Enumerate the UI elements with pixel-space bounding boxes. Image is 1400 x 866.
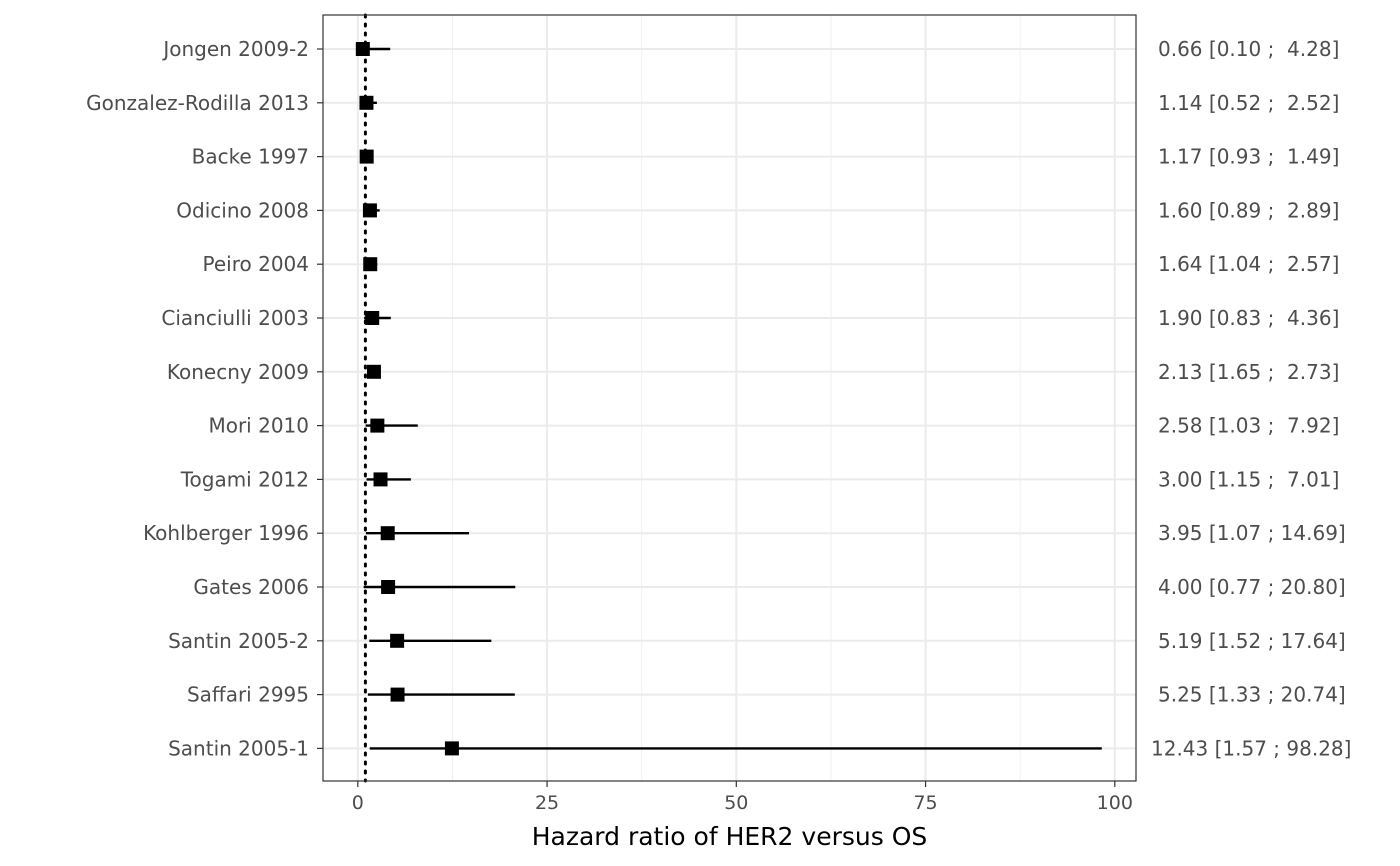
hr-point bbox=[355, 42, 370, 56]
plot-panel-border bbox=[322, 14, 1137, 782]
ci-text-label: 4.00 [0.77 ; 20.80] bbox=[1158, 575, 1346, 599]
ci-text-label: 1.60 [0.89 ; 2.89] bbox=[1158, 198, 1339, 222]
x-tick-label: 100 bbox=[1097, 792, 1133, 814]
study-labels: Jongen 2009-2 Gonzalez-Rodilla 2013 Backe … bbox=[86, 37, 309, 760]
ci-text-label: 3.95 [1.07 ; 14.69] bbox=[1158, 521, 1346, 545]
hazard-ratio-points bbox=[355, 42, 459, 756]
x-tick-label: 0 bbox=[352, 792, 364, 814]
ci-text-label: 0.66 [0.10 ; 4.28] bbox=[1158, 37, 1339, 61]
x-axis-ticks: 0 25 50 75 100 bbox=[352, 781, 1133, 814]
hr-point bbox=[381, 580, 396, 594]
ci-text-label: 1.90 [0.83 ; 4.36] bbox=[1158, 306, 1339, 330]
ci-text-label: 1.17 [0.93 ; 1.49] bbox=[1158, 145, 1339, 169]
study-label: Konecny 2009 bbox=[167, 360, 309, 384]
ci-text-labels: 0.66 [0.10 ; 4.28] 1.14 [0.52 ; 2.52] 1.17… bbox=[1151, 37, 1351, 760]
study-label: Santin 2005-2 bbox=[168, 629, 309, 653]
hr-point bbox=[362, 203, 377, 218]
study-label: Santin 2005-1 bbox=[168, 736, 309, 760]
hr-point bbox=[390, 687, 405, 702]
hr-point bbox=[370, 418, 385, 433]
study-label: Kohlberger 1996 bbox=[143, 521, 309, 545]
hr-point bbox=[365, 311, 380, 325]
ci-text-label: 3.00 [1.15 ; 7.01] bbox=[1158, 467, 1339, 491]
plot-panel-background bbox=[323, 15, 1136, 781]
ci-text-label: 1.14 [0.52 ; 2.52] bbox=[1158, 91, 1339, 115]
study-label: Mori 2010 bbox=[208, 414, 309, 438]
study-label: Gonzalez-Rodilla 2013 bbox=[86, 91, 309, 115]
hr-point bbox=[380, 526, 395, 541]
x-tick-label: 75 bbox=[913, 792, 937, 814]
study-label: Jongen 2009-2 bbox=[161, 37, 309, 61]
ci-text-label: 12.43 [1.57 ; 98.28] bbox=[1151, 736, 1351, 760]
study-label: Saffari 2995 bbox=[187, 683, 309, 707]
hr-point bbox=[390, 633, 405, 648]
study-label: Gates 2006 bbox=[193, 575, 309, 599]
ci-text-label: 2.13 [1.65 ; 2.73] bbox=[1158, 360, 1339, 384]
x-tick-label: 25 bbox=[535, 792, 559, 814]
hr-point bbox=[359, 95, 374, 110]
ci-text-label: 5.19 [1.52 ; 17.64] bbox=[1158, 629, 1346, 653]
ci-text-label: 5.25 [1.33 ; 20.74] bbox=[1158, 683, 1346, 707]
hr-point bbox=[444, 741, 459, 756]
ci-text-label: 1.64 [1.04 ; 2.57] bbox=[1158, 252, 1339, 276]
study-label: Togami 2012 bbox=[180, 467, 309, 491]
x-axis-title: Hazard ratio of HER2 versus OS bbox=[532, 822, 928, 851]
y-axis-ticks bbox=[317, 48, 323, 750]
x-tick-label: 50 bbox=[724, 792, 748, 814]
study-label: Cianciulli 2003 bbox=[161, 306, 309, 330]
study-label: Peiro 2004 bbox=[203, 252, 309, 276]
ci-text-label: 2.58 [1.03 ; 7.92] bbox=[1158, 414, 1339, 438]
hr-point bbox=[359, 149, 374, 164]
hr-point bbox=[373, 472, 388, 487]
hr-point bbox=[363, 257, 378, 272]
hr-point bbox=[366, 364, 381, 379]
study-label: Odicino 2008 bbox=[176, 198, 309, 222]
study-label: Backe 1997 bbox=[192, 145, 309, 169]
